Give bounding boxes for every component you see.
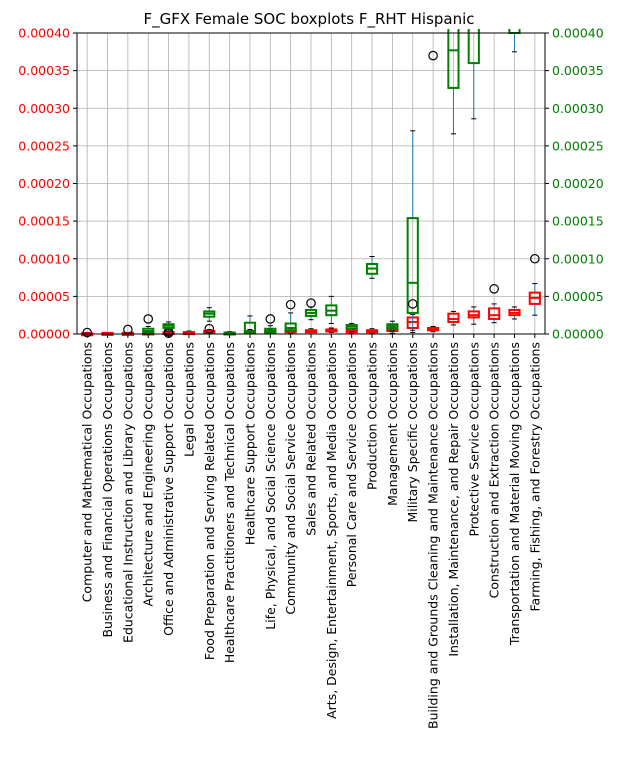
x-tick-label: Transportation and Material Moving Occup… bbox=[507, 342, 522, 646]
box-flier bbox=[204, 323, 215, 334]
x-tick-label: Farming, Fishing, and Forestry Occupatio… bbox=[527, 342, 542, 611]
x-tick-label: Construction and Extraction Occupations bbox=[487, 342, 502, 598]
x-tick-label: Life, Physical, and Social Science Occup… bbox=[263, 342, 278, 630]
x-tick-label: Architecture and Engineering Occupations bbox=[141, 342, 156, 607]
box-flier bbox=[285, 299, 296, 310]
y-left-tick-label: 0.00030 bbox=[18, 101, 70, 116]
box-layer bbox=[81, 29, 541, 338]
box-flier bbox=[143, 314, 154, 324]
box-flier bbox=[306, 298, 316, 308]
x-tick-label: Management Occupations bbox=[385, 342, 400, 506]
y-right-tick-label: 0.00015 bbox=[552, 214, 604, 229]
x-tick-label: Food Preparation and Serving Related Occ… bbox=[202, 342, 217, 660]
box bbox=[243, 321, 257, 335]
y-right-tick-label: 0.00000 bbox=[552, 327, 604, 342]
y-right-tick-label: 0.00030 bbox=[552, 101, 604, 116]
x-tick-label: Protective Service Occupations bbox=[466, 342, 481, 536]
y-right-tick-label: 0.00035 bbox=[552, 63, 604, 78]
box bbox=[488, 307, 501, 320]
y-left-tick-label: 0.00005 bbox=[18, 289, 70, 304]
x-tick-label: Military Specific Occupations bbox=[405, 342, 420, 522]
box-group bbox=[81, 29, 541, 338]
y-right-tick-label: 0.00020 bbox=[552, 176, 604, 191]
y-right-tick-label: 0.00025 bbox=[552, 138, 604, 153]
x-tick-label: Legal Occupations bbox=[181, 342, 196, 457]
box-flier bbox=[530, 253, 540, 264]
grid-lines bbox=[77, 32, 545, 335]
box bbox=[447, 29, 460, 89]
x-tick-label: Healthcare Support Occupations bbox=[242, 342, 257, 545]
y-left-tick-label: 0.00015 bbox=[18, 214, 70, 229]
x-tick-label: Community and Social Service Occupations bbox=[283, 342, 298, 615]
box-flier bbox=[489, 284, 499, 294]
box-flier bbox=[265, 314, 276, 324]
y-left-tick-label: 0.00040 bbox=[18, 26, 70, 41]
y-left-tick-label: 0.00010 bbox=[18, 251, 70, 266]
x-tick-label: Personal Care and Service Occupations bbox=[344, 342, 359, 587]
x-tick-label: Sales and Related Occupations bbox=[304, 342, 319, 536]
x-tick-label: Installation, Maintenance, and Repair Oc… bbox=[446, 342, 461, 657]
y-left-tick-label: 0.00025 bbox=[18, 138, 70, 153]
x-tick-label: Office and Administrative Support Occupa… bbox=[161, 342, 176, 636]
box bbox=[447, 312, 460, 323]
box bbox=[467, 29, 480, 65]
x-tick-label: Production Occupations bbox=[365, 342, 380, 490]
y-left-tick-label: 0.00000 bbox=[18, 327, 70, 342]
box-flier bbox=[407, 299, 418, 309]
box-flier bbox=[428, 50, 438, 61]
y-left-tick-label: 0.00035 bbox=[18, 63, 70, 78]
x-tick-label: Building and Grounds Cleaning and Mainte… bbox=[426, 342, 441, 729]
x-tick-label: Arts, Design, Entertainment, Sports, and… bbox=[324, 342, 339, 719]
x-tick-label: Educational Instruction and Library Occu… bbox=[120, 342, 135, 643]
y-right-tick-label: 0.00040 bbox=[552, 26, 604, 41]
x-tick-label: Healthcare Practitioners and Technical O… bbox=[222, 342, 237, 663]
box bbox=[508, 29, 521, 35]
axes: 0.00000 0.00005 0.00010 0.00015 0.00020 0.000… bbox=[18, 26, 603, 729]
y-left-tick-label: 0.00020 bbox=[18, 176, 70, 191]
y-right-tick-label: 0.00010 bbox=[552, 251, 604, 266]
chart-title: F_GFX Female SOC boxplots F_RHT Hispanic bbox=[143, 10, 474, 29]
box bbox=[406, 217, 419, 314]
y-right-tick-label: 0.00005 bbox=[552, 289, 604, 304]
x-tick-label: Computer and Mathematical Occupations bbox=[80, 342, 95, 602]
x-tick-label: Business and Financial Operations Occupa… bbox=[100, 342, 115, 638]
